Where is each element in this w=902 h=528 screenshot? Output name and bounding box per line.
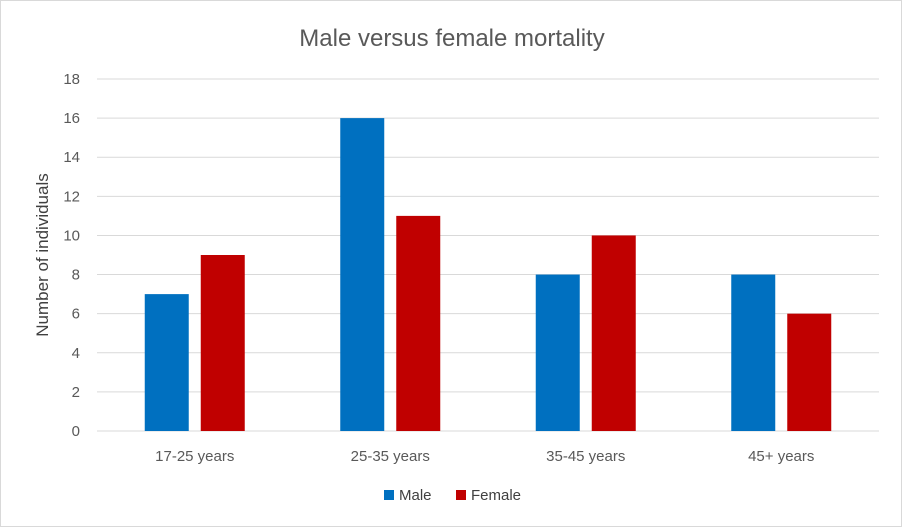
bar-female-3 xyxy=(591,235,636,431)
x-tick-label: 35-45 years xyxy=(546,448,625,465)
legend: Male Female xyxy=(384,487,521,504)
bar-male-3 xyxy=(535,274,580,431)
bar-male-4 xyxy=(731,274,776,431)
y-axis-label: Number of individuals xyxy=(33,173,52,336)
y-tick-label: 16 xyxy=(63,110,80,127)
legend-label-male: Male xyxy=(399,487,432,504)
y-tick-label: 2 xyxy=(72,384,80,401)
y-tick-label: 18 xyxy=(63,71,80,88)
bars xyxy=(144,118,832,431)
bar-male-1 xyxy=(144,294,189,431)
bar-female-2 xyxy=(396,215,441,431)
chart-title: Male versus female mortality xyxy=(299,25,604,52)
y-tick-label: 0 xyxy=(72,423,80,440)
y-tick-label: 12 xyxy=(63,188,80,205)
y-tick-label: 10 xyxy=(63,227,80,244)
y-tick-label: 6 xyxy=(72,306,80,323)
y-tick-label: 8 xyxy=(72,267,80,284)
bar-male-2 xyxy=(340,118,385,431)
y-tick-label: 4 xyxy=(72,345,80,362)
x-tick-label: 25-35 years xyxy=(351,448,430,465)
bar-female-4 xyxy=(787,313,832,431)
legend-label-female: Female xyxy=(471,487,521,504)
bar-female-1 xyxy=(200,255,245,431)
legend-swatch-male xyxy=(384,490,394,500)
legend-swatch-female xyxy=(456,490,466,500)
x-tick-labels: 17-25 years 25-35 years 35-45 years 45+ yea… xyxy=(155,448,814,465)
y-tick-label: 14 xyxy=(63,149,80,166)
x-tick-label: 45+ years xyxy=(748,448,814,465)
x-tick-label: 17-25 years xyxy=(155,448,234,465)
y-tick-labels: 0 2 4 6 8 10 12 14 16 18 xyxy=(63,71,80,440)
